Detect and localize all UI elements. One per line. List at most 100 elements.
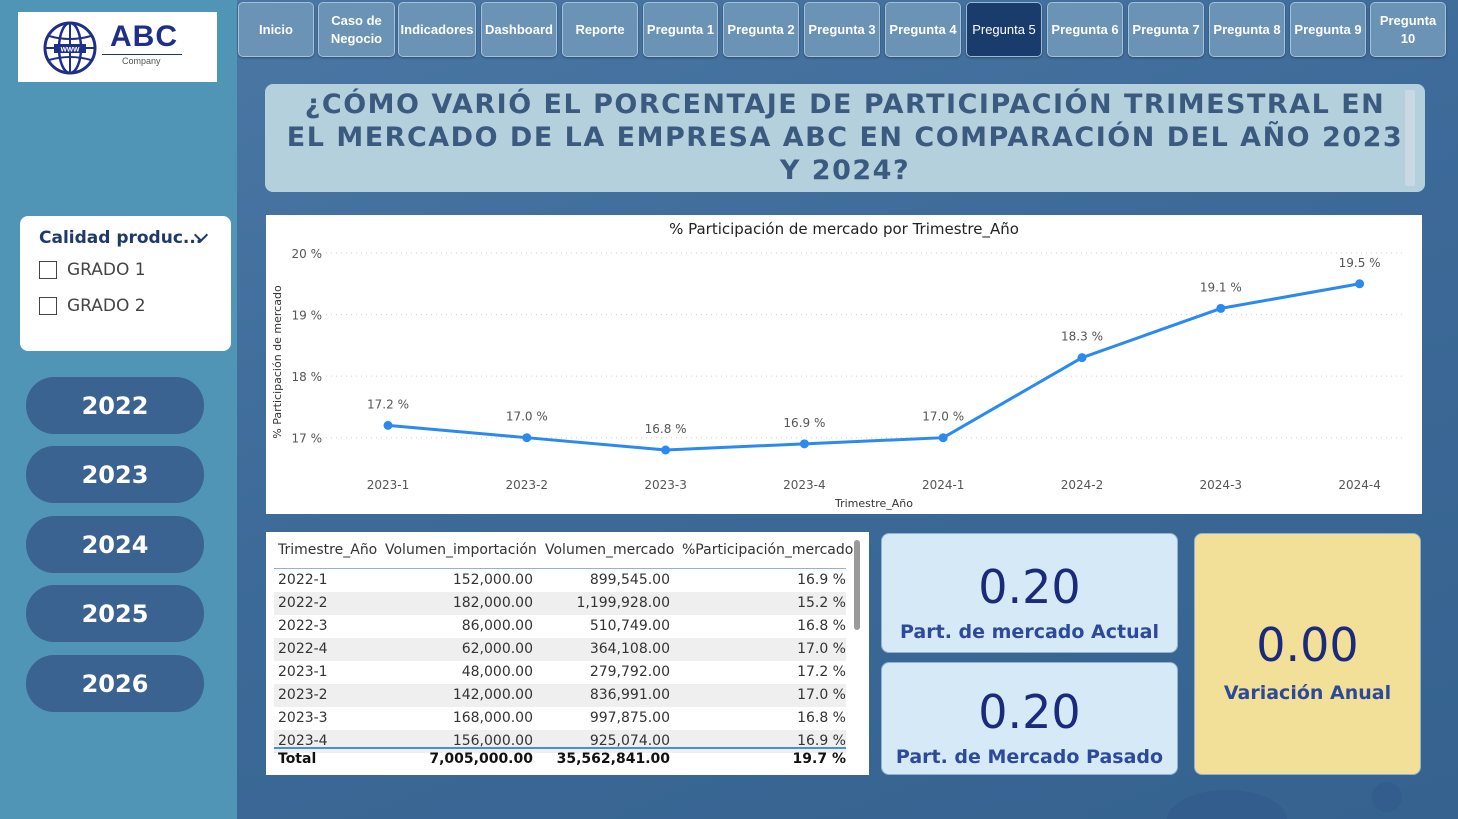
decor-blob (1372, 782, 1402, 812)
table-cell: 2022-3 (278, 618, 328, 634)
table-row[interactable]: 2023-3 168,000.00 997,875.00 16.8 % (274, 707, 846, 730)
table-cell: 2023-2 (278, 687, 328, 703)
nav-button-2[interactable]: Caso de Negocio (318, 2, 395, 57)
column-header[interactable]: %Participación_mercado (682, 542, 854, 558)
table-row[interactable]: 2022-1 152,000.00 899,545.00 16.9 % (274, 569, 846, 592)
data-point (522, 433, 532, 443)
total-participacion: 19.7 % (792, 751, 846, 767)
table-row[interactable]: 2022-4 62,000.00 364,108.00 17.0 % (274, 638, 846, 661)
table-cell: 156,000.00 (452, 733, 533, 749)
x-tick-label: 2024-3 (1200, 478, 1243, 492)
x-tick-label: 2023-1 (367, 478, 410, 492)
filter-option-grado-1[interactable]: GRADO 1 (39, 260, 146, 280)
checkbox[interactable] (39, 261, 57, 279)
year-button-2022[interactable]: 2022 (26, 377, 204, 434)
question-title-box: ¿CÓMO VARIÓ EL PORCENTAJE DE PARTICIPACI… (265, 84, 1425, 192)
nav-button-1[interactable]: Inicio (238, 2, 314, 57)
data-point (661, 445, 671, 455)
logo-brand: ABC (110, 20, 178, 53)
nav-button-11[interactable]: Pregunta 6 (1047, 2, 1123, 57)
table-cell: 364,108.00 (589, 641, 670, 657)
nav-button-7[interactable]: Pregunta 2 (723, 2, 799, 57)
table-cell: 17.0 % (797, 641, 846, 657)
nav-button-12[interactable]: Pregunta 7 (1128, 2, 1204, 57)
x-axis-label: Trimestre_Año (834, 497, 913, 510)
table-cell: 2023-4 (278, 733, 328, 749)
logo-company: Company (122, 56, 161, 66)
column-header[interactable]: Trimestre_Año (278, 542, 378, 558)
table-cell: 17.2 % (797, 664, 846, 680)
table-cell: 48,000.00 (461, 664, 533, 680)
globe-icon: www (43, 21, 97, 75)
table-row[interactable]: 2023-1 48,000.00 279,792.00 17.2 % (274, 661, 846, 684)
table-row[interactable]: 2023-2 142,000.00 836,991.00 17.0 % (274, 684, 846, 707)
total-mercado: 35,562,841.00 (556, 751, 670, 767)
x-tick-label: 2024-4 (1338, 478, 1381, 492)
table-cell: 836,991.00 (589, 687, 670, 703)
data-label: 17.0 % (922, 410, 964, 424)
data-point (938, 433, 948, 443)
y-tick-label: 17 % (292, 432, 323, 446)
data-label: 16.8 % (645, 422, 687, 436)
nav-button-9[interactable]: Pregunta 4 (885, 2, 961, 57)
kpi-label: Part. de Mercado Pasado (895, 746, 1164, 768)
kpi-value: 0.20 (978, 560, 1081, 614)
table-cell: 62,000.00 (461, 641, 533, 657)
total-importacion: 7,005,000.00 (429, 751, 533, 767)
table-cell: 16.8 % (797, 618, 846, 634)
page-title: ¿CÓMO VARIÓ EL PORCENTAJE DE PARTICIPACI… (286, 89, 1404, 186)
logo-divider (102, 54, 182, 55)
column-header[interactable]: Volumen_mercado (545, 542, 675, 558)
filter-option-grado-2[interactable]: GRADO 2 (39, 296, 146, 316)
table-row[interactable]: 2022-3 86,000.00 510,749.00 16.8 % (274, 615, 846, 638)
data-label: 16.9 % (783, 416, 825, 430)
table-cell: 2022-1 (278, 572, 328, 588)
year-button-2026[interactable]: 2026 (26, 655, 204, 712)
total-divider (274, 747, 846, 749)
y-tick-label: 18 % (292, 370, 323, 384)
nav-button-15[interactable]: Pregunta 10 (1370, 2, 1446, 57)
nav-button-14[interactable]: Pregunta 9 (1290, 2, 1366, 57)
data-table: Trimestre_Año Volumen_importación Volume… (266, 532, 869, 775)
column-header[interactable]: Volumen_importación (385, 542, 537, 558)
total-label: Total (278, 751, 317, 767)
kpi-label: Variación Anual (1223, 682, 1392, 704)
table-row[interactable]: 2023-4 156,000.00 925,074.00 16.9 % (274, 730, 846, 753)
nav-button-6[interactable]: Pregunta 1 (643, 2, 718, 57)
data-point (1216, 303, 1226, 313)
nav-button-8[interactable]: Pregunta 3 (804, 2, 880, 57)
data-label: 18.3 % (1061, 330, 1103, 344)
nav-button-3[interactable]: Indicadores (398, 2, 476, 57)
table-cell: 182,000.00 (452, 595, 533, 611)
checkbox[interactable] (39, 297, 57, 315)
table-cell: 1,199,928.00 (576, 595, 670, 611)
table-cell: 2023-1 (278, 664, 328, 680)
nav-button-4[interactable]: Dashboard (481, 2, 557, 57)
kpi-card-variacion: 0.00 Variación Anual (1194, 533, 1421, 775)
nav-button-5[interactable]: Reporte (562, 2, 638, 57)
year-button-2024[interactable]: 2024 (26, 516, 204, 573)
kpi-card-pasado: 0.20 Part. de Mercado Pasado (881, 662, 1178, 775)
kpi-label: Part. de mercado Actual (900, 621, 1159, 643)
company-logo: www ABC Company (18, 12, 217, 82)
table-cell: 17.0 % (797, 687, 846, 703)
nav-button-13[interactable]: Pregunta 8 (1209, 2, 1285, 57)
table-cell: 86,000.00 (461, 618, 533, 634)
x-tick-label: 2024-2 (1061, 478, 1104, 492)
data-point (1355, 279, 1365, 289)
title-scrollbar[interactable] (1405, 90, 1415, 186)
globe-www-text: www (60, 45, 80, 54)
year-button-2025[interactable]: 2025 (26, 585, 204, 642)
table-row[interactable]: 2022-2 182,000.00 1,199,928.00 15.2 % (274, 592, 846, 615)
table-cell: 16.8 % (797, 710, 846, 726)
table-scrollbar[interactable] (854, 540, 860, 630)
x-tick-label: 2023-2 (506, 478, 549, 492)
y-tick-label: 20 % (292, 247, 323, 261)
year-button-2023[interactable]: 2023 (26, 446, 204, 503)
data-label: 19.1 % (1200, 280, 1242, 294)
table-cell: 142,000.00 (452, 687, 533, 703)
nav-button-10[interactable]: Pregunta 5 (966, 2, 1042, 57)
table-cell: 997,875.00 (589, 710, 670, 726)
table-cell: 925,074.00 (589, 733, 670, 749)
table-cell: 15.2 % (797, 595, 846, 611)
